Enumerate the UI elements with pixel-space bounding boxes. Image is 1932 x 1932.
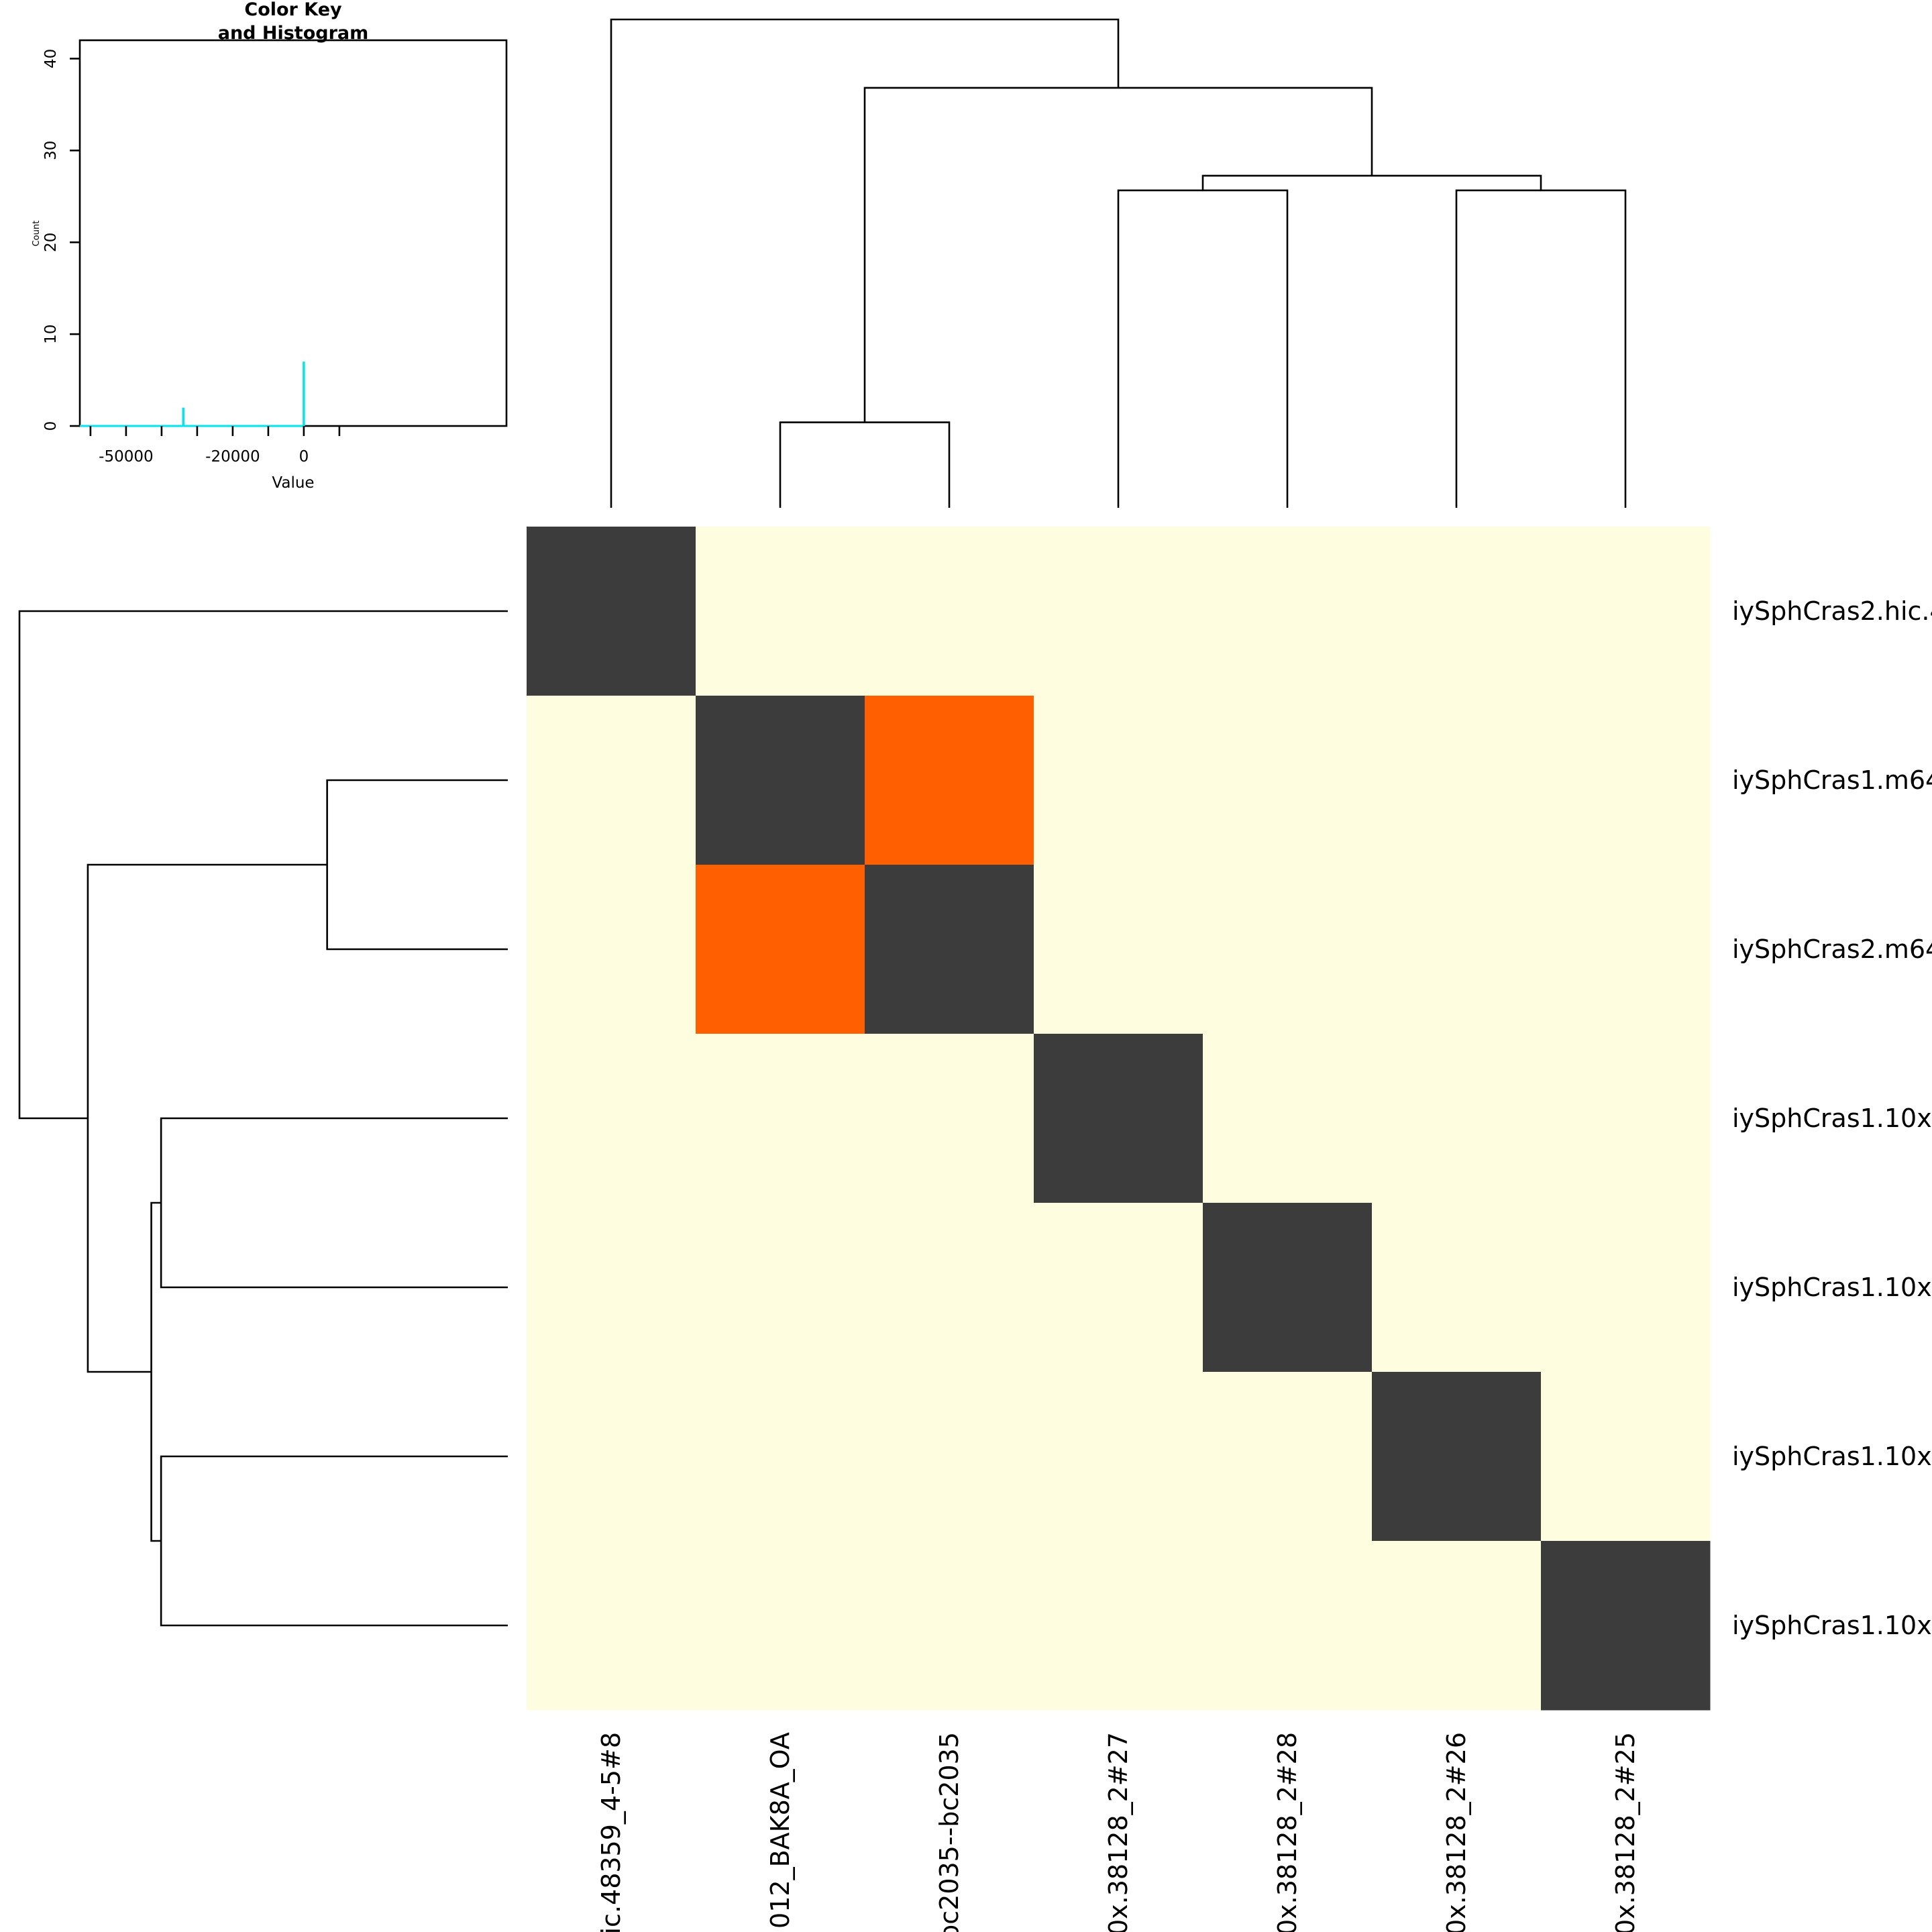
y-tick-label: 40 (42, 49, 60, 68)
heatmap-cell (1034, 865, 1203, 1034)
column-label: 0x.38128_2#25 (1611, 1732, 1640, 1932)
heatmap-cell (527, 696, 696, 865)
column-label: 0x.38128_2#28 (1273, 1732, 1302, 1932)
column-labels: ic.48359_4-5#8 012_BAK8A_OA bc2035--bc2035… (596, 1732, 1640, 1932)
heatmap-cell (1372, 1203, 1542, 1373)
x-tick-label: -20000 (205, 448, 260, 466)
heatmap-cell (696, 527, 865, 696)
color-key-x-label: Value (272, 474, 314, 492)
heatmap-cell (1541, 1203, 1711, 1373)
row-label: iySphCras2.hic.4 (1732, 596, 1932, 626)
heatmap-cell (1203, 1203, 1373, 1373)
dendrogram-branch (18, 610, 508, 1120)
heatmap-cell (865, 1541, 1034, 1711)
y-tick-label: 0 (42, 421, 60, 431)
heatmap-cell (1541, 865, 1711, 1034)
heatmap-cell (1372, 696, 1542, 865)
dendrogram-branch (1455, 189, 1627, 508)
heatmap-cell (865, 696, 1034, 865)
color-key-title-line1: Color Key (244, 0, 342, 20)
heatmap-cell (865, 1372, 1034, 1542)
column-dendrogram (610, 18, 1627, 508)
color-key-histogram: Color Key and Histogram -50000 -20000 0 01… (32, 0, 508, 492)
heatmap-cell (1034, 696, 1203, 865)
heatmap-cell (1034, 1034, 1203, 1203)
heatmap-cell (1034, 527, 1203, 696)
row-label: iySphCras1.10x (1732, 1442, 1932, 1471)
heatmap-cell (1203, 527, 1373, 696)
heatmap-cell (696, 1034, 865, 1203)
heatmap-cell (1541, 527, 1711, 696)
heatmap-cell (1203, 1372, 1373, 1542)
heatmap-cell (1372, 1541, 1542, 1711)
heatmap-cell (696, 696, 865, 865)
heatmap-cell (527, 527, 696, 696)
heatmap-cell (1372, 865, 1542, 1034)
heatmap-cell (865, 865, 1034, 1034)
color-key-y-axis: 0 10 20 30 40 (42, 49, 80, 431)
row-label: iySphCras1.10x (1732, 1273, 1932, 1302)
heatmap-cell (865, 527, 1034, 696)
heatmap-cell (865, 1034, 1034, 1203)
heatmap-cell (1541, 696, 1711, 865)
heatmap-cell (1203, 696, 1373, 865)
dendrogram-branch (160, 1117, 508, 1289)
heatmap-cell (527, 1034, 696, 1203)
dendrogram-branch (326, 779, 508, 951)
heatmap-cell (1203, 1034, 1373, 1203)
heatmap-cell (1372, 1372, 1542, 1542)
heatmap-cell (1203, 865, 1373, 1034)
heatmap-cell (527, 1203, 696, 1373)
heatmap-cell (1034, 1203, 1203, 1373)
dendrogram-branch (1117, 189, 1289, 508)
color-key-y-label: Count (32, 221, 42, 247)
row-label: iySphCras1.m64 (1732, 765, 1932, 795)
dendrogram-branch (779, 421, 951, 508)
heatmap-cell (527, 865, 696, 1034)
column-label: 0x.38128_2#27 (1104, 1732, 1133, 1932)
heatmap-cell (1372, 1034, 1542, 1203)
heatmap-cell (1034, 1372, 1203, 1542)
heatmap-cell (1541, 1541, 1711, 1711)
column-label: 0x.38128_2#26 (1442, 1732, 1471, 1932)
dendrogram-branch (1201, 174, 1542, 191)
y-tick-label: 10 (42, 324, 60, 343)
column-label: ic.48359_4-5#8 (596, 1732, 626, 1932)
row-label: iySphCras1.10x (1732, 1611, 1932, 1640)
row-labels: iySphCras2.hic.4 iySphCras1.m64 iySphCras2… (1732, 596, 1932, 1640)
heatmap-cell (696, 1541, 865, 1711)
heatmap-cell (1372, 527, 1542, 696)
dendrogram-branch (150, 1201, 162, 1542)
heatmap-cell (696, 1203, 865, 1373)
heatmap-cells (527, 527, 1711, 1711)
heatmap-cell (527, 1541, 696, 1711)
row-dendrogram (18, 610, 508, 1627)
color-key-frame (78, 39, 508, 427)
y-tick-label: 20 (42, 233, 60, 252)
histogram-bars (80, 362, 305, 427)
color-key-x-axis: -50000 -20000 0 (89, 426, 341, 466)
heatmap-cell (696, 865, 865, 1034)
heatmap-cell (696, 1372, 865, 1542)
heatmap-cell (865, 1203, 1034, 1373)
dendrogram-branch (610, 18, 1120, 508)
heatmap-cell (1541, 1034, 1711, 1203)
heatmap-cell (1034, 1541, 1203, 1711)
heatmap-cell (1541, 1372, 1711, 1542)
column-label: bc2035--bc2035 (934, 1732, 964, 1932)
row-label: iySphCras1.10x (1732, 1104, 1932, 1133)
heatmap-cell (1203, 1541, 1373, 1711)
x-tick-label: -50000 (99, 448, 153, 466)
x-tick-label: 0 (299, 448, 309, 466)
y-tick-label: 30 (42, 141, 60, 160)
heatmap-cell (527, 1372, 696, 1542)
row-label: iySphCras2.m64 (1732, 934, 1932, 964)
column-label: 012_BAK8A_OA (765, 1732, 795, 1929)
dendrogram-branch (160, 1455, 508, 1627)
